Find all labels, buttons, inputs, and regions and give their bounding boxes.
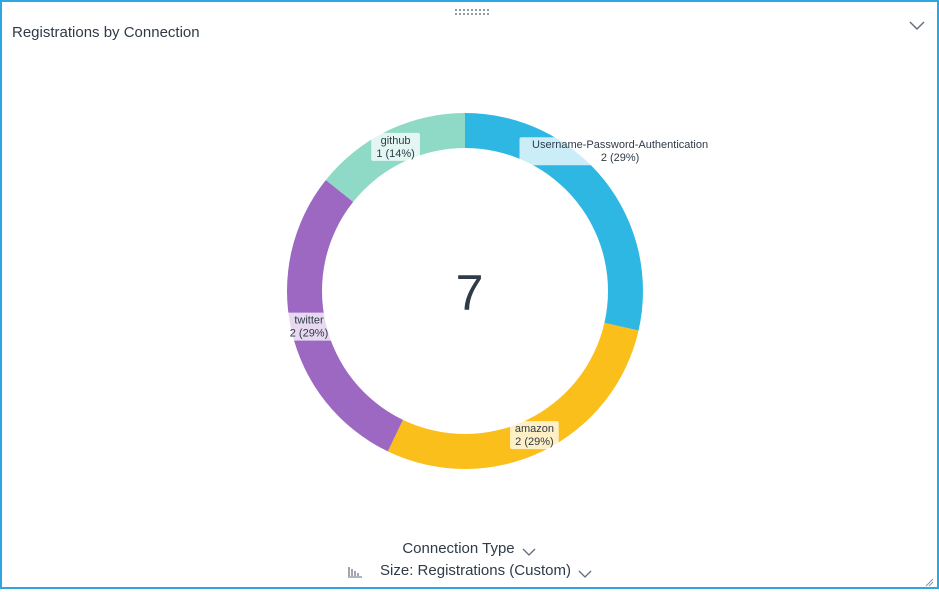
size-label: Size: Registrations (Custom) xyxy=(380,562,571,579)
slice-label-value: 2 (29%) xyxy=(601,152,640,164)
donut-slice-twitter[interactable] xyxy=(287,180,403,452)
chevron-down-icon xyxy=(577,566,593,578)
slice-label-value: 2 (29%) xyxy=(290,328,329,340)
center-total: 7 xyxy=(455,265,484,321)
panel-title: Registrations by Connection xyxy=(12,24,200,41)
slice-label-name: Username-Password-Authentication xyxy=(532,139,708,151)
dimension-dropdown[interactable]: Connection Type xyxy=(402,540,536,557)
bar-sort-icon xyxy=(346,564,364,578)
slice-label-name: twitter xyxy=(294,315,324,327)
slice-label-value: 2 (29%) xyxy=(515,436,554,448)
slice-label-name: github xyxy=(381,135,411,147)
size-dropdown[interactable]: Size: Registrations (Custom) xyxy=(346,562,593,579)
chevron-down-icon[interactable] xyxy=(907,16,927,36)
size-control: Size: Registrations (Custom) xyxy=(2,562,937,582)
chevron-down-icon xyxy=(521,544,537,556)
resize-grip-icon[interactable] xyxy=(924,574,934,587)
drag-handle-icon[interactable] xyxy=(454,8,490,16)
slice-label-name: amazon xyxy=(515,423,554,435)
dimension-control: Connection Type xyxy=(2,540,937,557)
dimension-label: Connection Type xyxy=(402,540,515,557)
slice-label-value: 1 (14%) xyxy=(376,148,415,160)
